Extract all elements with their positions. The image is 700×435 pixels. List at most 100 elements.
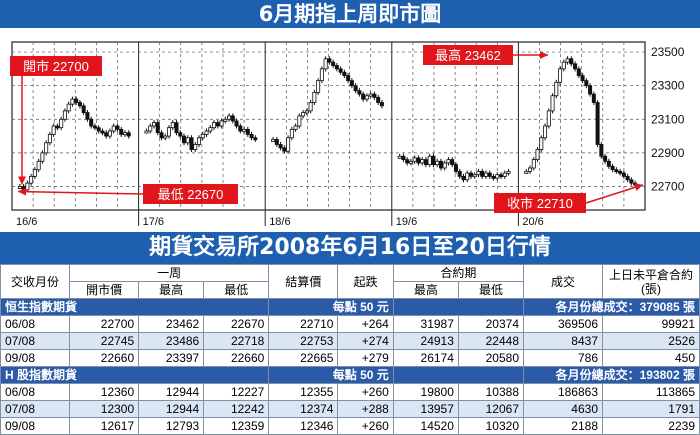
- th-c-low: 最低: [457, 281, 525, 299]
- candle-body: [29, 175, 34, 184]
- candle-body: [271, 139, 276, 142]
- table-cell: 22660: [68, 349, 140, 367]
- table-cell: 10388: [457, 383, 525, 401]
- table-cell: 786: [523, 349, 603, 367]
- candle-body: [554, 81, 559, 97]
- open-annotation-label: 開市 22700: [23, 59, 89, 74]
- open-annotation-box: [10, 56, 102, 76]
- candle-body: [461, 175, 466, 181]
- candle-body: [506, 170, 511, 174]
- x-tick-label: 18/6: [269, 216, 290, 228]
- low-annotation-arrow: [17, 190, 144, 195]
- candle-body: [170, 122, 175, 129]
- candle-body: [569, 58, 574, 65]
- candle-body: [565, 58, 570, 63]
- candle-body: [472, 174, 477, 178]
- low-annotation-label: 最低 22670: [158, 187, 224, 202]
- table-cell: 2526: [602, 332, 700, 350]
- table-cell: +274: [337, 332, 394, 350]
- table-cell: 20374: [457, 315, 525, 333]
- table-cell: 22665: [268, 349, 339, 367]
- candle-body: [457, 170, 462, 177]
- candle-body: [174, 122, 179, 134]
- candle-body: [51, 125, 56, 135]
- candle-body: [487, 172, 492, 177]
- candle-body: [208, 127, 213, 132]
- candle-body: [353, 85, 358, 92]
- candle-body: [450, 159, 455, 166]
- cell-month: 07/08: [0, 400, 70, 418]
- table-cell: 12300: [68, 400, 140, 418]
- candle-body: [446, 159, 451, 164]
- candle-body: [148, 125, 153, 132]
- candle-body: [499, 174, 504, 178]
- candle-body: [316, 80, 321, 93]
- candle-body: [36, 160, 41, 171]
- th-open: 開市價: [68, 281, 140, 299]
- candle-body: [364, 95, 369, 100]
- candle-body: [416, 157, 421, 164]
- table-cell: 113865: [602, 383, 700, 401]
- candle-body: [491, 175, 496, 179]
- table-cell: 22670: [203, 315, 270, 333]
- candle-body: [253, 137, 258, 141]
- candle-body: [197, 137, 202, 145]
- table-cell: +260: [337, 417, 394, 435]
- price-chart: 22700 22900 23100 23300 23500 16/6 17/6 18/6 19/…: [0, 28, 700, 232]
- x-tick-label: 20/6: [522, 216, 543, 228]
- candle-body: [301, 112, 306, 117]
- candle-body: [327, 58, 332, 63]
- table-cell: 369506: [523, 315, 603, 333]
- section-monthly-volume: 各月份總成交：379085 張: [523, 298, 700, 316]
- candle-body: [408, 160, 413, 164]
- candle-body: [524, 170, 529, 174]
- candle-body: [77, 102, 82, 107]
- candle-body: [438, 160, 443, 169]
- candle-body: [401, 155, 406, 161]
- close-annotation-arrowhead: [634, 183, 643, 192]
- candle-body: [66, 103, 71, 112]
- candle-body: [92, 125, 97, 129]
- th-low: 最低: [203, 281, 270, 299]
- candle-body: [543, 125, 548, 139]
- th-settle: 結算價: [268, 264, 339, 299]
- table-cell: 12346: [268, 417, 339, 435]
- candle-body: [151, 122, 156, 127]
- candle-body: [423, 159, 428, 166]
- y-tick-label: 22900: [651, 146, 685, 160]
- candle-body: [111, 125, 116, 132]
- high-annotation-label: 最高 23462: [435, 48, 501, 63]
- candle-body: [85, 112, 90, 120]
- table-cell: +264: [337, 315, 394, 333]
- th-week: 一周: [68, 264, 270, 282]
- cell-month: 06/08: [0, 315, 70, 333]
- close-annotation-label: 收市 22710: [507, 196, 573, 211]
- candle-body: [107, 130, 112, 137]
- candle-body: [17, 186, 22, 189]
- candle-body: [144, 130, 149, 134]
- candle-body: [495, 174, 500, 179]
- table-cell: 31987: [392, 315, 459, 333]
- candle-body: [185, 137, 190, 144]
- table-cell: 2239: [602, 417, 700, 435]
- table-cell: 22700: [68, 315, 140, 333]
- candle-body: [312, 92, 317, 103]
- candle-body: [368, 93, 373, 97]
- candle-body: [431, 155, 436, 166]
- table-cell: 12944: [138, 383, 205, 401]
- candle-body: [193, 144, 198, 150]
- candle-body: [74, 98, 79, 103]
- table-row: 09/08 12617 12793 12359 12346 +260 14520 10320 2…: [0, 417, 700, 435]
- table-body: 恒生指數期貨 每點 50 元各月份總成交：379085 張 06/08 22700 23…: [0, 298, 700, 435]
- table-cell: 12355: [268, 383, 339, 401]
- table-cell: 23397: [138, 349, 205, 367]
- candle-body: [304, 110, 309, 114]
- candle-body: [591, 93, 596, 103]
- table-cell: 12617: [68, 417, 140, 435]
- th-change: 起跌: [337, 264, 394, 299]
- candle-body: [561, 61, 566, 70]
- table-row: 07/08 12300 12944 12242 12374 +288 13957 12067 4…: [0, 400, 700, 418]
- candle-body: [286, 137, 291, 152]
- candle-body: [558, 68, 563, 83]
- candle-body: [245, 128, 250, 135]
